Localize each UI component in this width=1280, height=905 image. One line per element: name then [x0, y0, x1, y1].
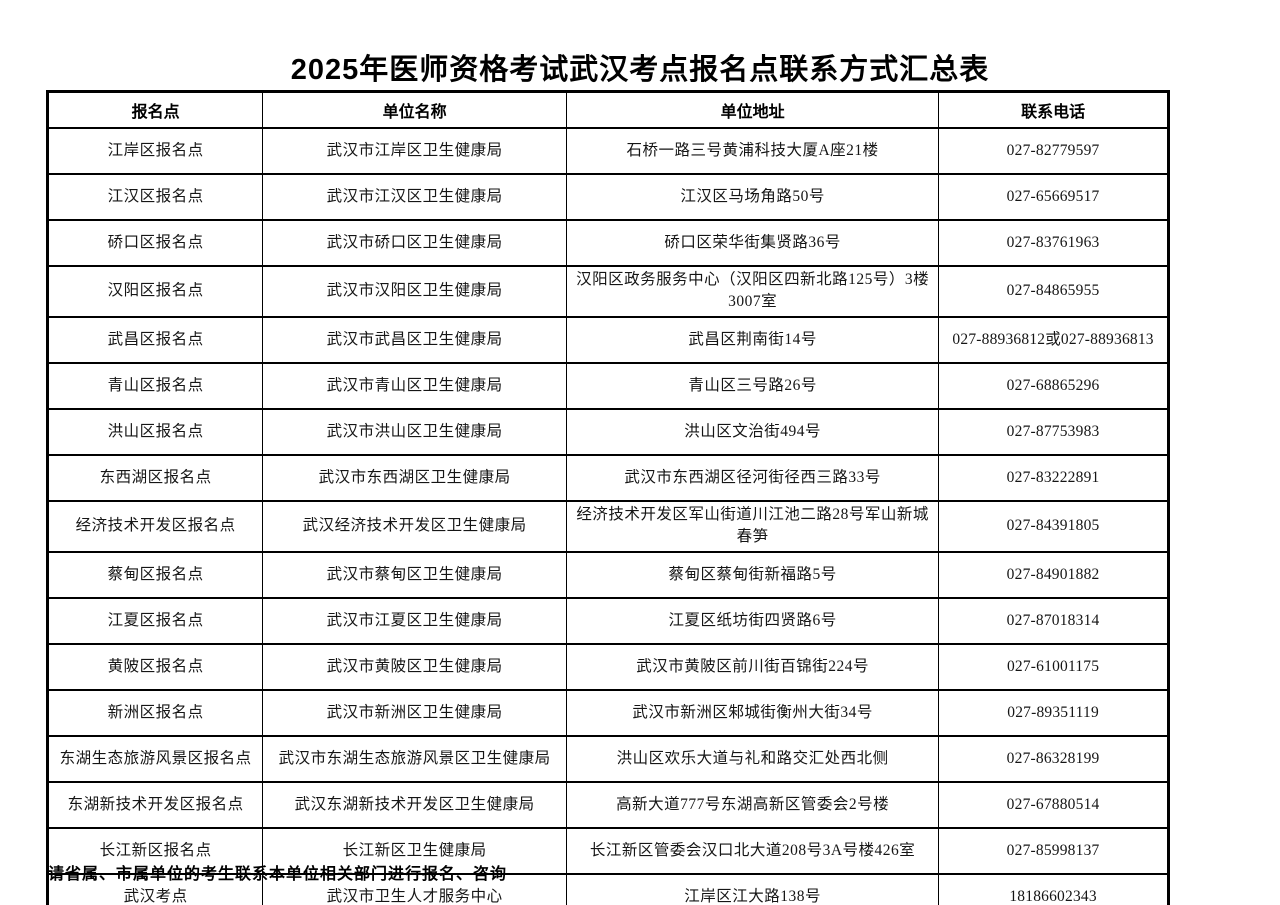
cell-unit-address: 高新大道777号东湖高新区管委会2号楼 — [565, 780, 940, 829]
cell-unit-address: 武汉市新洲区邾城街衡州大街34号 — [565, 688, 940, 737]
footnote: 请省属、市属单位的考生联系本单位相关部门进行报名、咨询 — [48, 866, 508, 883]
cell-registration-point: 东湖新技术开发区报名点 — [46, 780, 264, 829]
table-row: 青山区报名点 武汉市青山区卫生健康局 青山区三号路26号 027-68865296 — [46, 361, 1169, 410]
contact-table: 报名点 单位名称 单位地址 联系电话 江岸区报名点 武汉市江岸区卫生健康局 石桥一路… — [46, 90, 1170, 905]
cell-phone: 027-83222891 — [938, 453, 1169, 502]
cell-registration-point: 洪山区报名点 — [46, 407, 264, 456]
cell-unit-name: 武汉市洪山区卫生健康局 — [262, 407, 567, 456]
cell-unit-address: 汉阳区政务服务中心（汉阳区四新北路125号）3楼3007室 — [565, 265, 940, 318]
cell-unit-address: 洪山区欢乐大道与礼和路交汇处西北侧 — [565, 734, 940, 783]
cell-unit-name: 武汉市汉阳区卫生健康局 — [262, 265, 567, 318]
cell-unit-name: 武汉市江岸区卫生健康局 — [262, 127, 567, 175]
table-row: 东西湖区报名点 武汉市东西湖区卫生健康局 武汉市东西湖区径河街径西三路33号 027-… — [46, 453, 1169, 502]
cell-unit-name: 武汉市青山区卫生健康局 — [262, 361, 567, 410]
cell-phone: 18186602343 — [938, 872, 1169, 905]
cell-unit-name: 武汉市东西湖区卫生健康局 — [262, 453, 567, 502]
cell-phone: 027-86328199 — [938, 734, 1169, 783]
table-header-row: 报名点 单位名称 单位地址 联系电话 — [46, 90, 1169, 129]
table-row: 江汉区报名点 武汉市江汉区卫生健康局 江汉区马场角路50号 027-65669517 — [46, 173, 1169, 221]
cell-registration-point: 江夏区报名点 — [46, 596, 264, 645]
cell-phone: 027-61001175 — [938, 642, 1169, 691]
cell-unit-name: 武汉东湖新技术开发区卫生健康局 — [262, 780, 567, 829]
cell-phone: 027-67880514 — [938, 780, 1169, 829]
cell-unit-address: 江岸区江大路138号 — [565, 872, 940, 905]
column-header-unit-name: 单位名称 — [262, 90, 567, 129]
cell-unit-address: 武汉市东西湖区径河街径西三路33号 — [565, 453, 940, 502]
cell-unit-name: 武汉经济技术开发区卫生健康局 — [262, 499, 567, 553]
cell-registration-point: 黄陂区报名点 — [46, 642, 264, 691]
cell-unit-address: 长江新区管委会汉口北大道208号3A号楼426室 — [565, 826, 940, 875]
cell-unit-address: 江汉区马场角路50号 — [565, 173, 940, 221]
cell-unit-name: 武汉市新洲区卫生健康局 — [262, 688, 567, 737]
cell-unit-address: 蔡甸区蔡甸街新福路5号 — [565, 550, 940, 599]
cell-phone: 027-84865955 — [938, 265, 1169, 318]
cell-unit-address: 青山区三号路26号 — [565, 361, 940, 410]
table-row: 武汉考点 武汉市卫生人才服务中心 江岸区江大路138号 18186602343 — [46, 872, 1169, 905]
page-title: 2025年医师资格考试武汉考点报名点联系方式汇总表 — [290, 54, 990, 86]
cell-unit-name: 武汉市东湖生态旅游风景区卫生健康局 — [262, 734, 567, 783]
column-header-phone: 联系电话 — [938, 90, 1169, 129]
cell-registration-point: 新洲区报名点 — [46, 688, 264, 737]
table-row: 硚口区报名点 武汉市硚口区卫生健康局 硚口区荣华街集贤路36号 027-8376196… — [46, 219, 1169, 267]
cell-unit-address: 经济技术开发区军山街道川江池二路28号军山新城春笋 — [565, 499, 940, 553]
table-row: 汉阳区报名点 武汉市汉阳区卫生健康局 汉阳区政务服务中心（汉阳区四新北路125号）3… — [46, 265, 1169, 318]
cell-registration-point: 汉阳区报名点 — [46, 265, 264, 318]
cell-phone: 027-87753983 — [938, 407, 1169, 456]
cell-registration-point: 硚口区报名点 — [46, 219, 264, 267]
cell-phone: 027-65669517 — [938, 173, 1169, 221]
table-row: 经济技术开发区报名点 武汉经济技术开发区卫生健康局 经济技术开发区军山街道川江池二路… — [46, 499, 1169, 553]
table-row: 东湖新技术开发区报名点 武汉东湖新技术开发区卫生健康局 高新大道777号东湖高新区管… — [46, 780, 1169, 829]
cell-unit-address: 武汉市黄陂区前川街百锦街224号 — [565, 642, 940, 691]
cell-registration-point: 经济技术开发区报名点 — [46, 499, 264, 553]
table-row: 江岸区报名点 武汉市江岸区卫生健康局 石桥一路三号黄浦科技大厦A座21楼 027-82… — [46, 127, 1169, 175]
cell-registration-point: 武昌区报名点 — [46, 315, 264, 364]
cell-unit-name: 武汉市武昌区卫生健康局 — [262, 315, 567, 364]
cell-registration-point: 东湖生态旅游风景区报名点 — [46, 734, 264, 783]
table-row: 洪山区报名点 武汉市洪山区卫生健康局 洪山区文治街494号 027-87753983 — [46, 407, 1169, 456]
cell-unit-address: 硚口区荣华街集贤路36号 — [565, 219, 940, 267]
cell-phone: 027-83761963 — [938, 219, 1169, 267]
cell-phone: 027-68865296 — [938, 361, 1169, 410]
cell-registration-point: 江汉区报名点 — [46, 173, 264, 221]
table-row: 新洲区报名点 武汉市新洲区卫生健康局 武汉市新洲区邾城街衡州大街34号 027-893… — [46, 688, 1169, 737]
table-row: 江夏区报名点 武汉市江夏区卫生健康局 江夏区纸坊街四贤路6号 027-87018314 — [46, 596, 1169, 645]
cell-phone: 027-82779597 — [938, 127, 1169, 175]
column-header-registration-point: 报名点 — [46, 90, 264, 129]
cell-registration-point: 东西湖区报名点 — [46, 453, 264, 502]
cell-phone: 027-84901882 — [938, 550, 1169, 599]
column-header-unit-address: 单位地址 — [565, 90, 940, 129]
cell-unit-name: 武汉市硚口区卫生健康局 — [262, 219, 567, 267]
cell-unit-name: 武汉市卫生人才服务中心 — [262, 872, 567, 905]
cell-unit-address: 武昌区荆南街14号 — [565, 315, 940, 364]
table-row: 东湖生态旅游风景区报名点 武汉市东湖生态旅游风景区卫生健康局 洪山区欢乐大道与礼和路… — [46, 734, 1169, 783]
cell-unit-address: 石桥一路三号黄浦科技大厦A座21楼 — [565, 127, 940, 175]
cell-unit-name: 武汉市蔡甸区卫生健康局 — [262, 550, 567, 599]
cell-phone: 027-84391805 — [938, 499, 1169, 553]
cell-unit-address: 洪山区文治街494号 — [565, 407, 940, 456]
table-row: 蔡甸区报名点 武汉市蔡甸区卫生健康局 蔡甸区蔡甸街新福路5号 027-84901882 — [46, 550, 1169, 599]
table-row: 武昌区报名点 武汉市武昌区卫生健康局 武昌区荆南街14号 027-88936812或0… — [46, 315, 1169, 364]
cell-registration-point: 江岸区报名点 — [46, 127, 264, 175]
table-row: 黄陂区报名点 武汉市黄陂区卫生健康局 武汉市黄陂区前川街百锦街224号 027-610… — [46, 642, 1169, 691]
cell-unit-name: 长江新区卫生健康局 — [262, 826, 567, 875]
cell-registration-point: 蔡甸区报名点 — [46, 550, 264, 599]
cell-unit-address: 江夏区纸坊街四贤路6号 — [565, 596, 940, 645]
cell-phone: 027-87018314 — [938, 596, 1169, 645]
cell-unit-name: 武汉市黄陂区卫生健康局 — [262, 642, 567, 691]
cell-registration-point: 武汉考点 — [46, 872, 264, 905]
cell-phone: 027-88936812或027-88936813 — [938, 315, 1169, 364]
cell-registration-point: 长江新区报名点 — [46, 826, 264, 875]
cell-unit-name: 武汉市江夏区卫生健康局 — [262, 596, 567, 645]
table-row: 长江新区报名点 长江新区卫生健康局 长江新区管委会汉口北大道208号3A号楼426室… — [46, 826, 1169, 875]
cell-registration-point: 青山区报名点 — [46, 361, 264, 410]
cell-phone: 027-89351119 — [938, 688, 1169, 737]
cell-phone: 027-85998137 — [938, 826, 1169, 875]
cell-unit-name: 武汉市江汉区卫生健康局 — [262, 173, 567, 221]
